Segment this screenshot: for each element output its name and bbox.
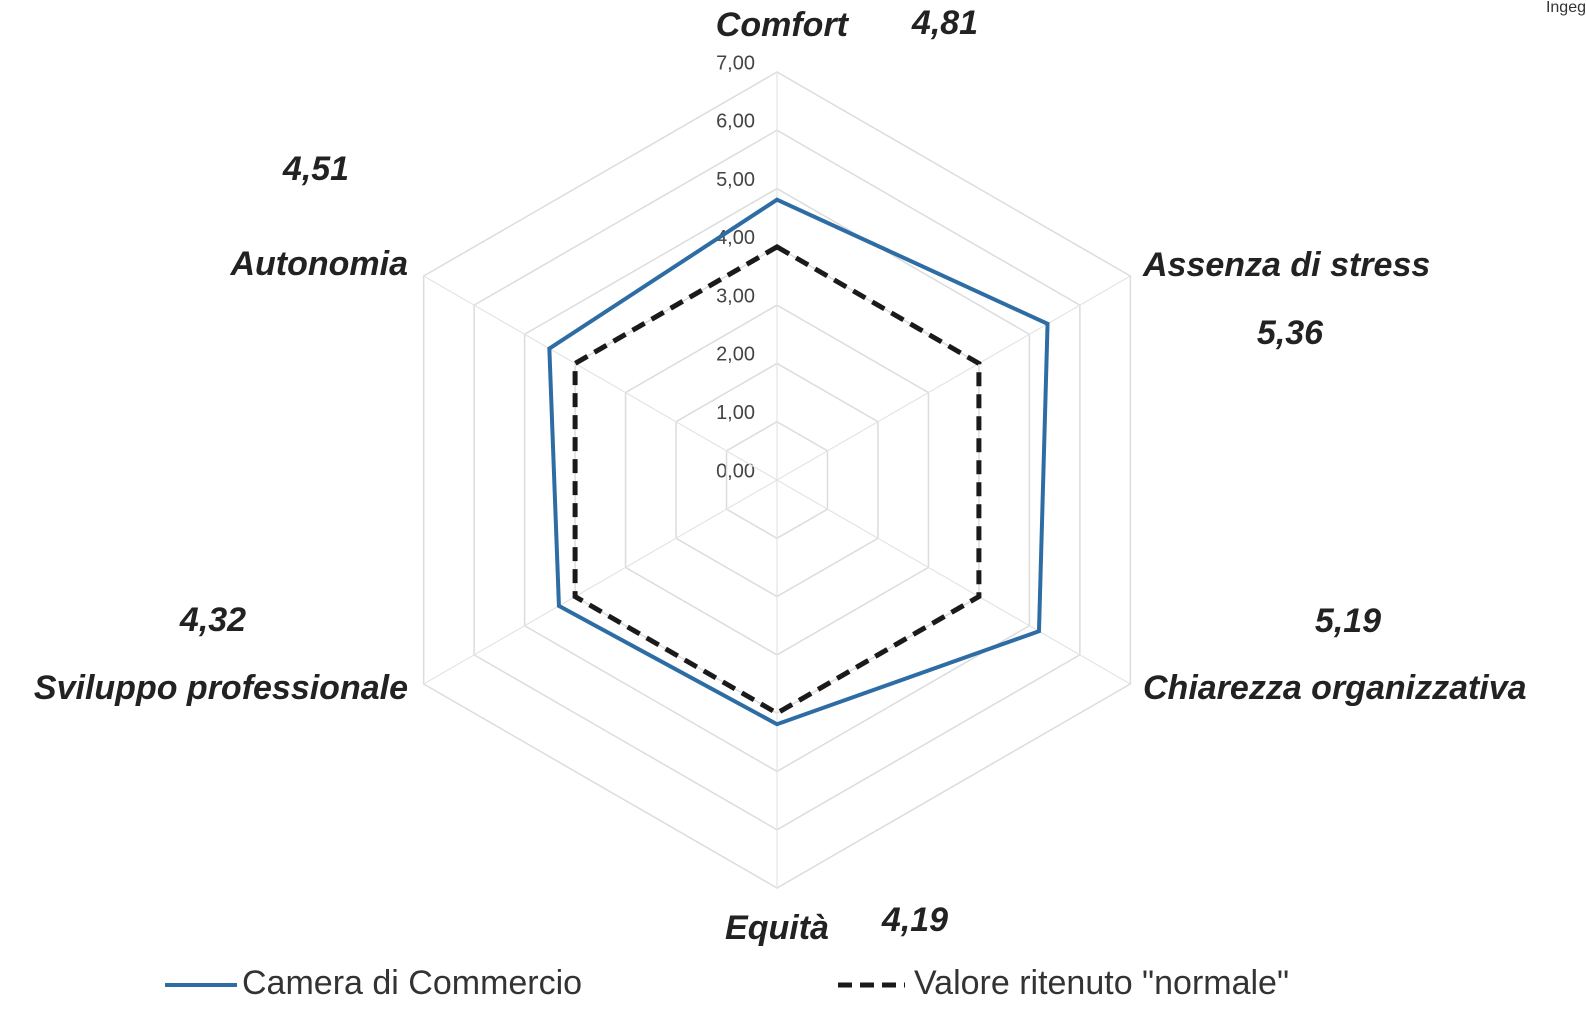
category-label: Sviluppo professionale [34, 669, 408, 707]
r-tick-label: 2,00 [716, 344, 755, 366]
spoke [423, 479, 778, 685]
spoke [776, 275, 1131, 481]
value-label: 5,19 [1315, 602, 1381, 640]
category-label: Equità [725, 909, 829, 947]
category-label: Chiarezza organizzativa [1143, 669, 1527, 707]
value-label: 4,19 [881, 901, 948, 939]
r-tick-label: 1,00 [716, 402, 755, 424]
r-tick-label: 7,00 [716, 52, 755, 74]
r-tick-label: 4,00 [716, 227, 755, 249]
value-label: 5,36 [1257, 314, 1324, 352]
value-label: 4,51 [282, 150, 349, 188]
value-label: 4,81 [911, 4, 978, 42]
corner-text: Ingeg [1546, 0, 1586, 16]
r-tick-label: 6,00 [716, 111, 755, 133]
legend-label: Valore ritenuto "normale" [914, 964, 1289, 1002]
category-label: Comfort [716, 6, 850, 44]
r-tick-label: 3,00 [716, 285, 755, 307]
value-label: 4,32 [179, 601, 246, 639]
series-line [572, 243, 982, 717]
category-label: Autonomia [229, 245, 408, 283]
spoke [423, 275, 778, 481]
spoke [776, 479, 1131, 685]
series-line [547, 197, 1050, 727]
category-label: Assenza di stress [1142, 246, 1430, 284]
r-tick-label: 5,00 [716, 169, 755, 191]
legend-label: Camera di Commercio [242, 964, 582, 1002]
